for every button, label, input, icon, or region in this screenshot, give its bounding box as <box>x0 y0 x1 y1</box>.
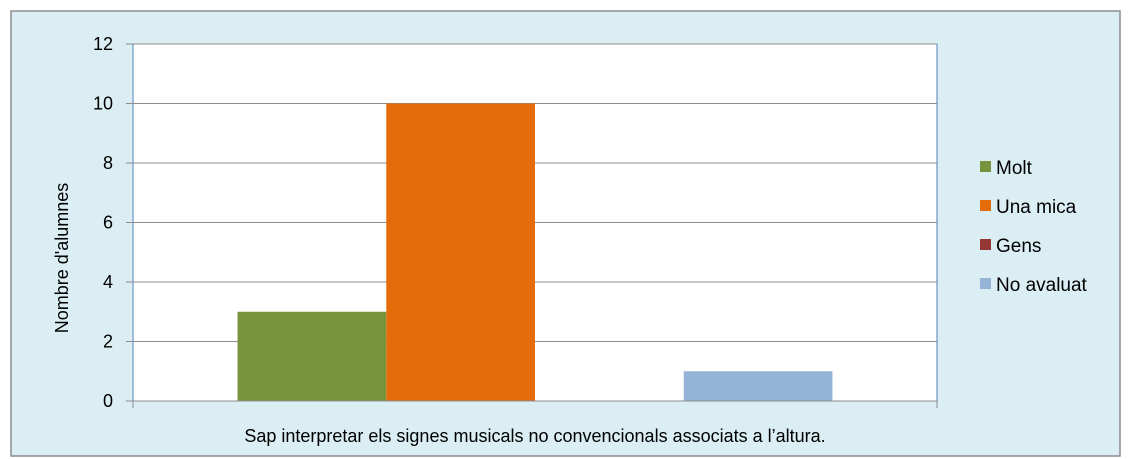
y-tick-label: 0 <box>103 391 113 411</box>
bar-no-avaluat <box>683 371 833 401</box>
y-axis-title: Nombre d'alumnes <box>52 183 72 334</box>
legend-swatch <box>980 278 991 289</box>
y-axis: 0 2 4 6 8 10 12 <box>93 34 133 411</box>
y-tick-label: 12 <box>93 34 113 54</box>
bars <box>237 103 833 401</box>
legend-swatch <box>980 239 991 250</box>
y-tick-label: 2 <box>103 332 113 352</box>
legend-label: No avaluat <box>996 275 1088 296</box>
y-tick-label: 4 <box>103 272 113 292</box>
legend: Molt Una mica Gens No avaluat <box>980 158 1088 296</box>
y-tick-label: 8 <box>103 153 113 173</box>
legend-swatch <box>980 161 991 172</box>
y-tick-label: 6 <box>103 213 113 233</box>
bar-una-mica <box>386 103 535 401</box>
bar-molt <box>237 311 387 401</box>
legend-swatch <box>980 200 991 211</box>
legend-label: Una mica <box>996 197 1077 218</box>
x-axis-title: Sap interpretar els signes musicals no c… <box>244 426 825 446</box>
legend-label: Gens <box>996 236 1041 257</box>
y-tick-label: 10 <box>93 94 113 114</box>
legend-label: Molt <box>996 158 1033 179</box>
